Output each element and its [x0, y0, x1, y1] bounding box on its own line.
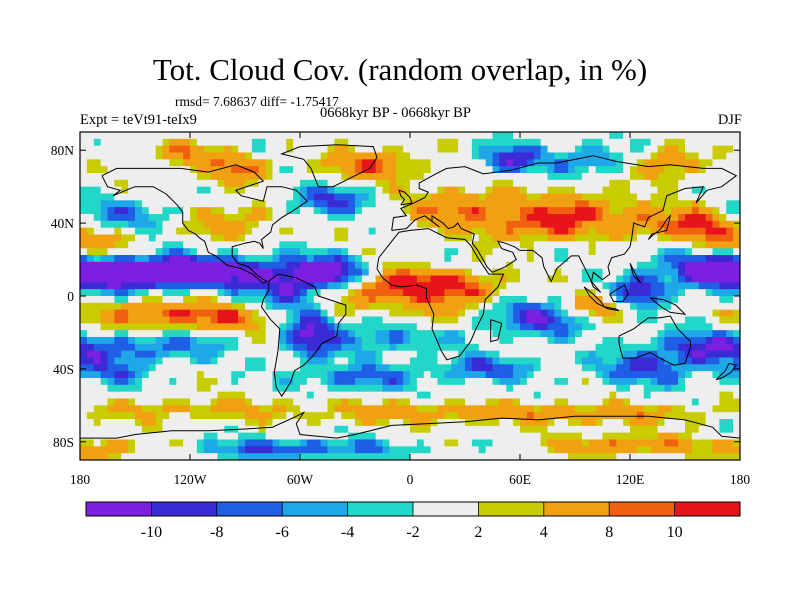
lon-tick-label: 60E — [509, 472, 531, 487]
colorbar-swatch — [478, 502, 545, 516]
colorbar-swatch — [609, 502, 675, 516]
colorbar-swatch — [543, 502, 610, 516]
experiment-label: Expt = teVt91-teIx9 — [80, 112, 197, 128]
colorbar-swatch — [413, 502, 479, 516]
coastlines — [80, 144, 740, 450]
lon-tick-label: 60W — [287, 472, 314, 487]
colorbar-swatch — [282, 502, 348, 516]
lat-tick-label: 80S — [53, 435, 74, 450]
colorbar-swatch — [86, 502, 152, 516]
colorbar-swatch — [151, 502, 218, 516]
colorbar-label: -10 — [141, 524, 162, 541]
colorbar-label: 8 — [605, 524, 613, 541]
lon-tick-label: 0 — [407, 472, 414, 487]
colorbar-swatch — [216, 502, 283, 516]
colorbar-label: 10 — [667, 524, 683, 541]
lat-tick-label: 40S — [53, 362, 74, 377]
colorbar-label: -8 — [210, 524, 223, 541]
difference-field — [80, 132, 740, 460]
period-label: 0668kyr BP - 0668kyr BP — [320, 105, 471, 121]
rmsd-diff-stats: rmsd= 7.68637 diff= -1.75417 — [175, 94, 339, 109]
lon-tick-label: 180 — [730, 472, 751, 487]
colorbar-swatch — [674, 502, 741, 516]
colorbar: -10 -8 -6 -4 -2 2 4 8 10 — [85, 501, 741, 541]
lon-tick-label: 120W — [174, 472, 207, 487]
colorbar-swatch — [347, 502, 414, 516]
colorbar-label: 2 — [474, 524, 482, 541]
colorbar-label: -2 — [406, 524, 419, 541]
season-label: DJF — [717, 112, 742, 128]
axis-ticks: 80N 40N 0 40S 80S 180 120W 60W 0 60E 120E 180 — [51, 132, 751, 487]
colorbar-label: -4 — [341, 524, 354, 541]
map-title: Tot. Cloud Cov. (random overlap, in %) — [152, 52, 648, 87]
lat-tick-label: 0 — [67, 289, 74, 304]
lon-tick-label: 180 — [70, 472, 91, 487]
lon-tick-label: 120E — [616, 472, 645, 487]
colorbar-label: 4 — [540, 524, 548, 541]
lat-tick-label: 80N — [51, 143, 75, 158]
lat-tick-label: 40N — [51, 216, 75, 231]
colorbar-label: -6 — [276, 524, 289, 541]
